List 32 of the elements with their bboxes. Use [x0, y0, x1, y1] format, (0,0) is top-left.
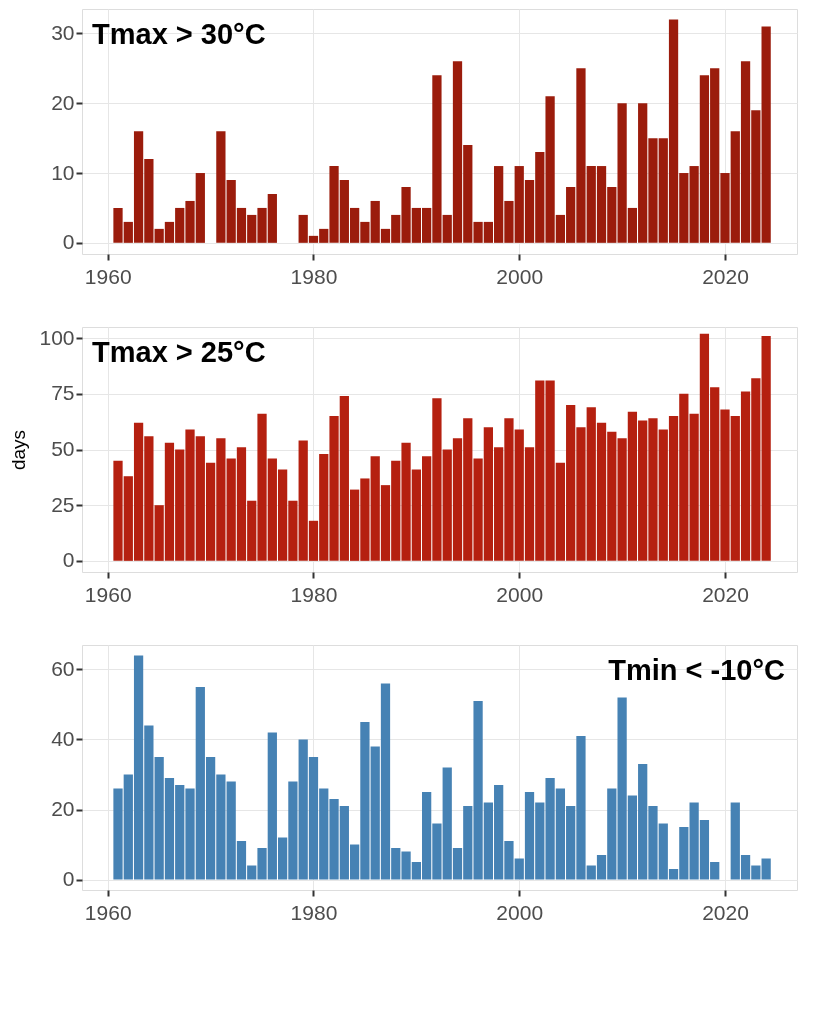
x-tick-label: 1960	[84, 264, 132, 288]
x-tick-label: 1960	[84, 900, 132, 924]
bar	[761, 858, 771, 880]
y-tick-label: 0	[62, 230, 75, 254]
x-tick-label: 2000	[496, 900, 544, 924]
y-tick-label: 20	[51, 797, 75, 820]
y-tick-label: 25	[51, 492, 75, 516]
y-tick-label: 40	[51, 727, 75, 750]
x-tick-label: 2020	[702, 582, 749, 606]
y-tick-label: 50	[51, 437, 75, 460]
x-tick-label: 2000	[496, 582, 544, 606]
x-tick-label: 1960	[84, 582, 132, 606]
y-axis-title: days	[7, 429, 29, 471]
y-tick-label: 0	[62, 548, 75, 572]
x-tick-label: 2020	[702, 900, 749, 924]
y-tick-label: 60	[51, 657, 75, 680]
chart-title: Tmax > 25°C	[92, 336, 266, 368]
chart-title: Tmin < -10°C	[608, 654, 786, 686]
y-tick-label: 75	[51, 381, 75, 405]
y-tick-label: 30	[51, 20, 75, 44]
x-tick-label: 1980	[290, 264, 338, 288]
x-tick-label: 2020	[702, 264, 749, 288]
x-tick-label: 1980	[290, 582, 338, 606]
y-tick-label: 10	[51, 160, 75, 184]
bar	[761, 26, 771, 243]
x-tick-label: 2000	[496, 264, 544, 288]
y-tick-label: 100	[39, 325, 75, 349]
bar	[761, 335, 771, 561]
chart-title: Tmax > 30°C	[92, 18, 266, 50]
y-tick-label: 20	[51, 90, 75, 114]
x-tick-label: 1980	[290, 900, 338, 924]
y-tick-label: 0	[62, 867, 75, 890]
